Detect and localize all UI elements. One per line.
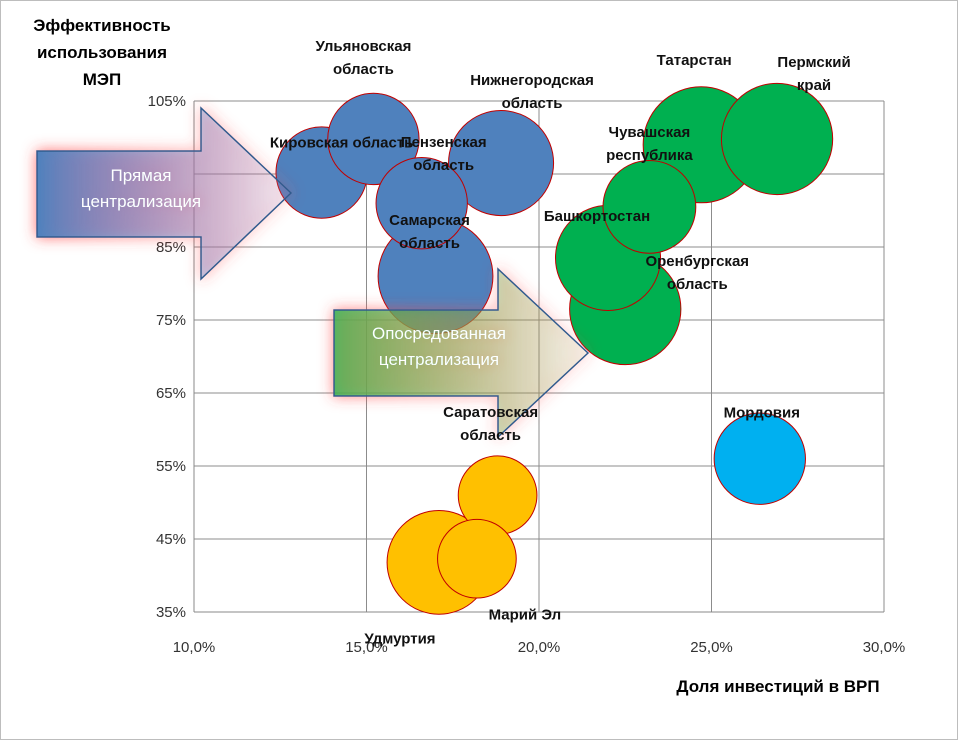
arrow-mediated-label-line-2: централизация <box>379 350 499 369</box>
y-tick-label: 35% <box>156 604 186 621</box>
y-title-line-3: МЭП <box>83 70 121 89</box>
bubble <box>720 82 834 196</box>
arrow-direct-label-line-2: централизация <box>81 192 201 211</box>
arrow-direct-label-line-1: Прямая <box>110 166 171 185</box>
x-tick-label: 20,0% <box>518 639 561 656</box>
bubble-label: Оренбургская <box>645 253 749 270</box>
arrow-mediated-label-line-1: Опосредованная <box>372 324 506 343</box>
bubble-label: область <box>333 61 394 78</box>
bubble-label: область <box>502 95 563 112</box>
y-tick-label: 75% <box>156 312 186 329</box>
bubbles <box>275 82 834 615</box>
bubble-label: Ульяновская <box>315 38 411 55</box>
y-tick-label: 105% <box>148 93 186 110</box>
bubble <box>437 518 517 599</box>
bubble-labels: Кировская область Ульяновская область Пензе… <box>270 38 851 647</box>
bubble-label: Самарская <box>389 212 470 229</box>
arrow-direct-centralization: Прямая централизация <box>36 106 293 281</box>
bubble <box>448 110 555 217</box>
bubble-label: Пензенская <box>401 134 487 151</box>
bubble <box>713 412 806 505</box>
bubble-label: область <box>667 276 728 293</box>
bubble-label: Кировская область <box>270 135 414 152</box>
bubble <box>327 92 420 186</box>
bubble-label: Чувашская <box>609 124 691 141</box>
y-tick-label: 85% <box>156 239 186 256</box>
y-tick-label: 45% <box>156 531 186 548</box>
bubble-label: Мордовия <box>724 405 800 422</box>
bubble-label: край <box>797 77 831 94</box>
bubble-label: Удмуртия <box>364 630 435 647</box>
bubble-label: Марий Эл <box>489 607 562 624</box>
bubble-label: республика <box>606 147 693 164</box>
arrow-mediated-centralization: Опосредованная централизация <box>333 267 590 439</box>
bubble-label: область <box>399 235 460 252</box>
y-axis-title: Эффективность использования МЭП <box>33 16 170 89</box>
x-tick-label: 30,0% <box>863 639 906 656</box>
x-tick-labels: 10,0% 15,0% 20,0% 25,0% 30,0% <box>173 639 906 656</box>
y-tick-label: 55% <box>156 458 186 475</box>
bubble-label: Башкортостан <box>544 208 650 225</box>
y-title-line-2: использования <box>37 43 167 62</box>
bubble <box>602 159 697 254</box>
y-title-line-1: Эффективность <box>33 16 170 35</box>
bubble-label: область <box>413 157 474 174</box>
bubble-label: Пермский <box>777 54 850 71</box>
bubble-label: область <box>460 427 521 444</box>
x-tick-label: 15,0% <box>345 639 388 656</box>
x-tick-label: 25,0% <box>690 639 733 656</box>
y-tick-labels: 35% 45% 55% 65% 75% 85% 105% <box>148 93 186 621</box>
bubble-label: Саратовская <box>443 404 538 421</box>
y-tick-label: 65% <box>156 385 186 402</box>
bubble-label: Нижнегородская <box>470 72 594 89</box>
bubble-label: Татарстан <box>657 52 732 69</box>
bubble <box>375 157 468 250</box>
x-axis-title: Доля инвестиций в ВРП <box>676 677 879 696</box>
x-tick-label: 10,0% <box>173 639 216 656</box>
